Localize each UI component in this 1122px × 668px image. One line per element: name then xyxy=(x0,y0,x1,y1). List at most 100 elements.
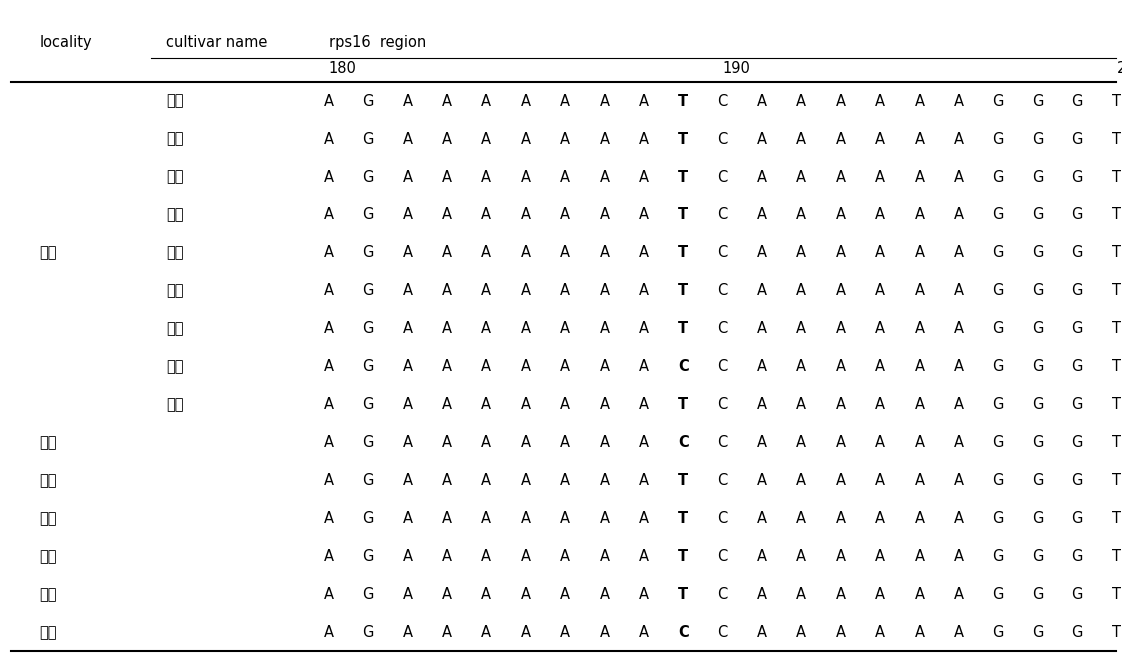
Text: G: G xyxy=(1032,170,1043,184)
Text: A: A xyxy=(797,208,807,222)
Text: A: A xyxy=(521,245,531,261)
Text: G: G xyxy=(362,625,374,640)
Text: A: A xyxy=(403,208,413,222)
Text: T: T xyxy=(678,245,688,261)
Text: A: A xyxy=(875,359,885,374)
Text: A: A xyxy=(914,549,925,564)
Text: G: G xyxy=(993,208,1004,222)
Text: A: A xyxy=(599,587,609,602)
Text: C: C xyxy=(678,625,689,640)
Text: A: A xyxy=(481,132,491,146)
Text: A: A xyxy=(521,435,531,450)
Text: G: G xyxy=(993,132,1004,146)
Text: A: A xyxy=(560,511,570,526)
Text: A: A xyxy=(560,587,570,602)
Text: A: A xyxy=(836,170,846,184)
Text: A: A xyxy=(560,245,570,261)
Text: G: G xyxy=(1032,473,1043,488)
Text: A: A xyxy=(875,625,885,640)
Text: A: A xyxy=(757,549,767,564)
Text: C: C xyxy=(717,549,728,564)
Text: A: A xyxy=(797,245,807,261)
Text: C: C xyxy=(717,132,728,146)
Text: A: A xyxy=(757,283,767,299)
Text: G: G xyxy=(993,94,1004,109)
Text: A: A xyxy=(757,359,767,374)
Text: A: A xyxy=(875,473,885,488)
Text: G: G xyxy=(1072,397,1083,412)
Text: G: G xyxy=(1032,245,1043,261)
Text: C: C xyxy=(678,359,689,374)
Text: A: A xyxy=(836,397,846,412)
Text: A: A xyxy=(403,94,413,109)
Text: A: A xyxy=(481,283,491,299)
Text: A: A xyxy=(481,321,491,336)
Text: A: A xyxy=(836,208,846,222)
Text: A: A xyxy=(324,132,333,146)
Text: G: G xyxy=(1032,359,1043,374)
Text: A: A xyxy=(324,549,333,564)
Text: G: G xyxy=(362,473,374,488)
Text: G: G xyxy=(1032,94,1043,109)
Text: A: A xyxy=(914,435,925,450)
Text: G: G xyxy=(993,511,1004,526)
Text: A: A xyxy=(521,473,531,488)
Text: C: C xyxy=(717,473,728,488)
Text: 다강: 다강 xyxy=(166,170,184,184)
Text: G: G xyxy=(1032,435,1043,450)
Text: A: A xyxy=(481,587,491,602)
Text: G: G xyxy=(1032,208,1043,222)
Text: T: T xyxy=(678,170,688,184)
Text: A: A xyxy=(797,359,807,374)
Text: A: A xyxy=(521,132,531,146)
Text: A: A xyxy=(836,549,846,564)
Text: T: T xyxy=(678,511,688,526)
Text: A: A xyxy=(599,549,609,564)
Text: A: A xyxy=(638,245,649,261)
Text: A: A xyxy=(442,132,452,146)
Text: A: A xyxy=(442,94,452,109)
Text: A: A xyxy=(560,359,570,374)
Text: C: C xyxy=(717,283,728,299)
Text: A: A xyxy=(560,549,570,564)
Text: A: A xyxy=(481,397,491,412)
Text: A: A xyxy=(481,208,491,222)
Text: A: A xyxy=(599,170,609,184)
Text: A: A xyxy=(875,511,885,526)
Text: rps16  region: rps16 region xyxy=(329,35,426,49)
Text: A: A xyxy=(403,359,413,374)
Text: A: A xyxy=(521,94,531,109)
Text: G: G xyxy=(362,170,374,184)
Text: G: G xyxy=(993,170,1004,184)
Text: A: A xyxy=(403,473,413,488)
Text: G: G xyxy=(993,473,1004,488)
Text: G: G xyxy=(1072,283,1083,299)
Text: A: A xyxy=(481,359,491,374)
Text: A: A xyxy=(481,625,491,640)
Text: A: A xyxy=(638,170,649,184)
Text: G: G xyxy=(993,435,1004,450)
Text: C: C xyxy=(717,321,728,336)
Text: A: A xyxy=(954,473,964,488)
Text: A: A xyxy=(875,245,885,261)
Text: A: A xyxy=(599,321,609,336)
Text: G: G xyxy=(1072,587,1083,602)
Text: A: A xyxy=(954,132,964,146)
Text: A: A xyxy=(914,511,925,526)
Text: T: T xyxy=(678,94,688,109)
Text: C: C xyxy=(717,245,728,261)
Text: T: T xyxy=(1112,625,1121,640)
Text: 대경: 대경 xyxy=(166,132,184,146)
Text: A: A xyxy=(481,245,491,261)
Text: 다황: 다황 xyxy=(166,397,184,412)
Text: A: A xyxy=(521,549,531,564)
Text: T: T xyxy=(678,208,688,222)
Text: G: G xyxy=(362,208,374,222)
Text: A: A xyxy=(797,397,807,412)
Text: G: G xyxy=(362,435,374,450)
Text: 고강: 고강 xyxy=(166,321,184,336)
Text: A: A xyxy=(481,511,491,526)
Text: A: A xyxy=(442,435,452,450)
Text: A: A xyxy=(324,94,333,109)
Text: A: A xyxy=(914,397,925,412)
